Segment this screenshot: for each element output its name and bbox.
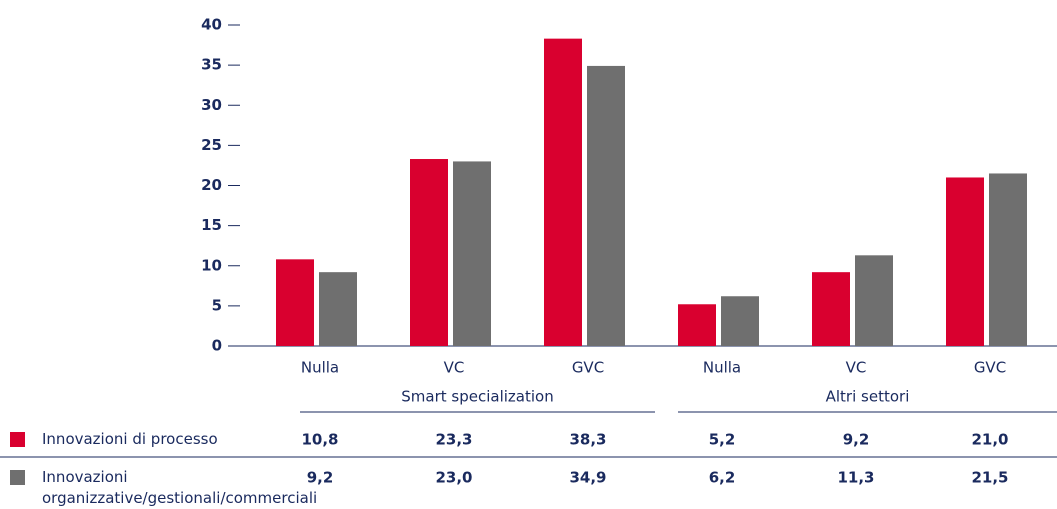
y-tick-label: 25 xyxy=(201,136,222,154)
bar xyxy=(587,65,625,347)
y-tick-label: 10 xyxy=(201,256,222,274)
table-value: 5,2 xyxy=(709,431,736,449)
bar xyxy=(721,296,759,346)
bar xyxy=(453,161,491,346)
table-value: 11,3 xyxy=(837,469,874,487)
bar xyxy=(678,304,716,346)
bar xyxy=(812,272,850,346)
y-tick-label: 30 xyxy=(201,96,222,114)
y-tick-label: 15 xyxy=(201,216,222,234)
bar xyxy=(946,177,984,346)
table-value: 23,3 xyxy=(435,431,472,449)
x-tick-label: GVC xyxy=(572,359,604,377)
y-tick-label: 20 xyxy=(201,176,222,194)
group-label: Smart specialization xyxy=(401,388,553,406)
x-tick-label: VC xyxy=(444,359,465,377)
table-value: 23,0 xyxy=(435,469,472,487)
table-value: 9,2 xyxy=(843,431,870,449)
table-value: 34,9 xyxy=(569,469,606,487)
bar xyxy=(855,255,893,346)
bar xyxy=(410,159,448,346)
table-value: 10,8 xyxy=(301,431,338,449)
table-value: 21,0 xyxy=(971,431,1008,449)
legend-label: Innovazioni organizzative/gestionali/com… xyxy=(42,468,318,507)
x-tick-label: Nulla xyxy=(301,359,339,377)
y-tick-label: 35 xyxy=(201,56,222,74)
x-tick-label: VC xyxy=(846,359,867,377)
legend-swatch xyxy=(10,470,25,485)
group-label: Altri settori xyxy=(826,388,910,406)
bar xyxy=(276,259,314,346)
legend-swatch xyxy=(10,432,25,447)
x-tick-label: Nulla xyxy=(703,359,741,377)
legend-label: Innovazioni di processo xyxy=(42,430,218,448)
y-tick-label: 0 xyxy=(212,337,222,355)
bar xyxy=(989,173,1027,346)
bar xyxy=(319,272,357,346)
table-value: 6,2 xyxy=(709,469,736,487)
y-tick-label: 5 xyxy=(212,296,222,314)
table-value: 38,3 xyxy=(569,431,606,449)
y-tick-label: 40 xyxy=(201,16,222,34)
table-value: 9,2 xyxy=(307,469,334,487)
table-value: 21,5 xyxy=(971,469,1008,487)
bar xyxy=(544,38,582,346)
x-tick-label: GVC xyxy=(974,359,1006,377)
